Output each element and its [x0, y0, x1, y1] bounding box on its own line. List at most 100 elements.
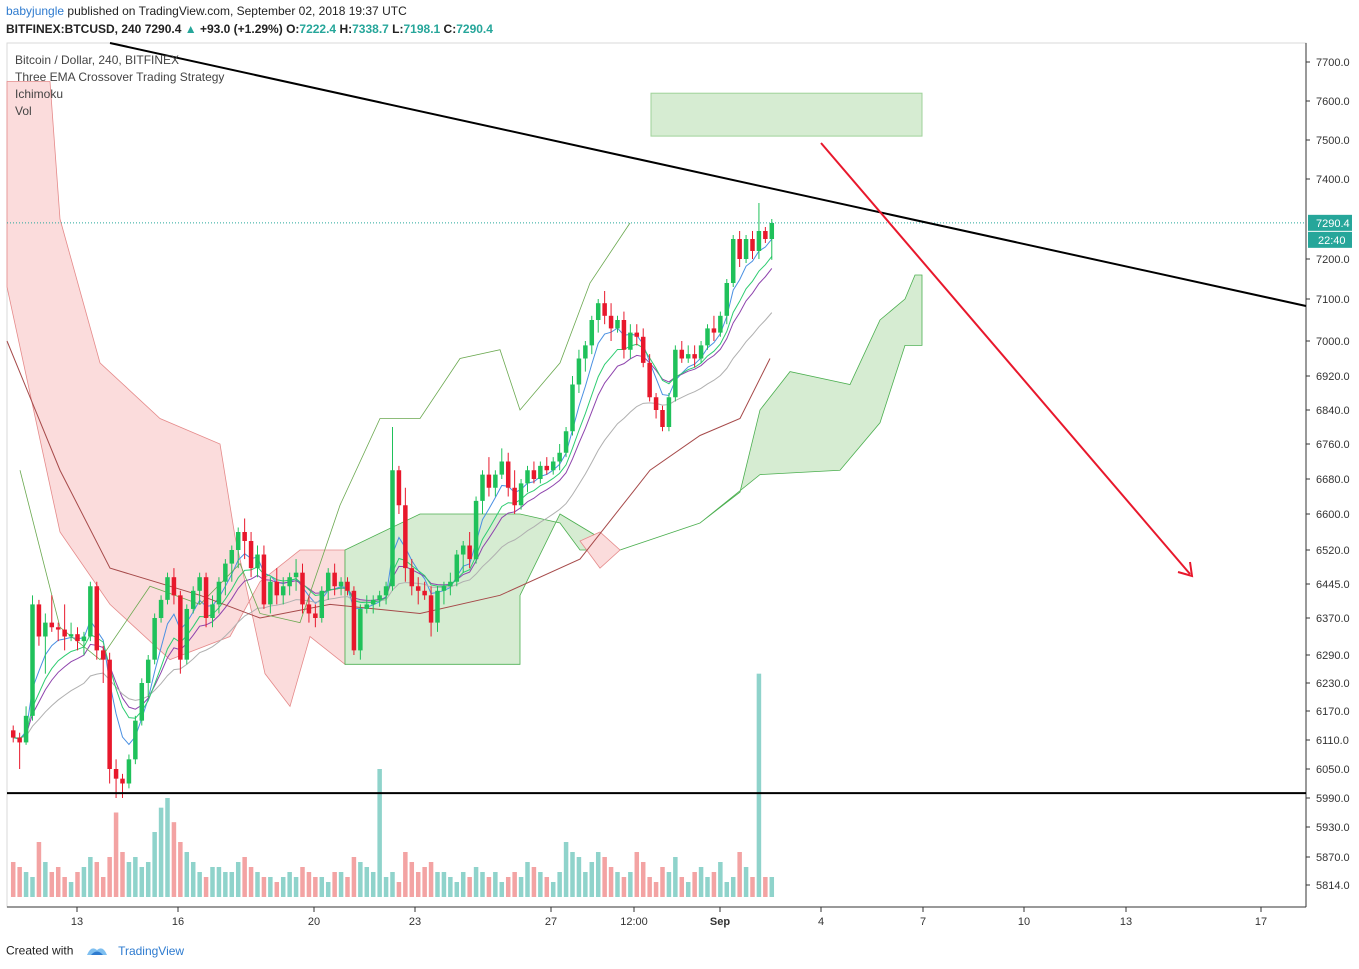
price-tick-label: 7400.0	[1316, 174, 1350, 186]
price-axis[interactable]: 7700.0 7600.0 7500.0 7400.0 7290.4 22:40 7200.…	[1306, 57, 1352, 892]
candle-body	[332, 572, 337, 587]
candle-body	[75, 634, 80, 642]
volume-bar	[750, 877, 755, 897]
candle-body	[190, 590, 196, 609]
candle-body	[158, 599, 164, 618]
candle-body	[718, 315, 723, 333]
candle-body	[538, 465, 543, 479]
price-tick-label: 7200.0	[1316, 254, 1350, 266]
volume-bar	[190, 862, 196, 897]
volume-bar	[544, 877, 550, 897]
candle-body	[486, 474, 492, 488]
candle-body	[313, 613, 318, 618]
up-arrow-icon: ▲	[184, 22, 197, 36]
candle-body	[743, 239, 749, 259]
volume-bar	[10, 862, 16, 897]
candle-body	[145, 659, 151, 683]
candle-body	[415, 586, 421, 591]
volume-bar	[197, 872, 202, 897]
volume-bar	[499, 882, 505, 897]
ichimoku-cloud	[6, 81, 923, 708]
volume-bar	[698, 867, 704, 897]
projection-arrow[interactable]	[820, 142, 1191, 575]
candle-body	[287, 577, 292, 587]
volume-bar	[441, 872, 447, 897]
volume-bar	[242, 857, 247, 897]
time-tick-label: 13	[71, 916, 83, 928]
candle-body	[467, 545, 472, 560]
symbol-label: BITFINEX:BTCUSD, 240	[6, 22, 142, 36]
candle-body	[139, 683, 145, 721]
candlesticks	[10, 203, 775, 798]
legend-volume: Vol	[15, 104, 32, 118]
volume-bar	[68, 882, 74, 897]
candle-body	[223, 563, 228, 582]
candle-body	[88, 586, 93, 637]
volume-bar	[615, 872, 620, 897]
volume-bar	[653, 882, 659, 897]
volume-bar	[36, 842, 42, 897]
candle-body	[666, 397, 672, 427]
price-tick-label: 5930.0	[1316, 822, 1350, 834]
time-tick-label: 16	[172, 916, 184, 928]
candle-body	[152, 618, 157, 660]
countdown-label: 22:40	[1318, 235, 1346, 247]
candle-body	[576, 358, 582, 385]
candle-body	[570, 384, 575, 432]
footer: Created with TradingView	[6, 943, 184, 960]
volume-bar	[370, 872, 376, 897]
candle-body	[113, 769, 119, 779]
target-zone[interactable]	[650, 92, 923, 137]
candle-body	[126, 759, 132, 784]
volume-bar	[113, 812, 119, 897]
candle-body	[493, 474, 498, 488]
descending-trendline[interactable]	[109, 42, 1307, 307]
candle-body	[518, 483, 524, 506]
candle-body	[428, 595, 434, 623]
volume-bar	[428, 862, 434, 897]
author-link[interactable]: babyjungle	[6, 4, 65, 18]
price-change: +93.0 (+1.29%)	[199, 22, 283, 36]
candle-body	[640, 336, 646, 363]
candle-body	[711, 328, 717, 333]
price-tick-label: 7500.0	[1316, 135, 1350, 147]
time-tick-label: 23	[409, 916, 421, 928]
time-axis[interactable]: 13 16 20 23 27 12:00 Sep 4 7 10 13 17	[71, 907, 1267, 928]
volume-bar	[338, 872, 344, 897]
candle-body	[383, 586, 389, 596]
volume-bar	[300, 867, 305, 897]
chikou-line	[19, 222, 631, 661]
volume-bar	[287, 872, 292, 897]
candle-body	[345, 581, 350, 591]
candle-body	[377, 595, 382, 600]
candle-body	[750, 239, 755, 251]
volume-bar	[602, 857, 607, 897]
volume-bar	[685, 882, 691, 897]
candle-body	[81, 636, 87, 642]
candle-body	[43, 622, 48, 637]
candle-body	[133, 720, 138, 760]
candle-body	[370, 599, 376, 605]
volume-bar	[255, 872, 260, 897]
legend-strategy: Three EMA Crossover Trading Strategy	[15, 70, 224, 84]
time-tick-label: 12:00	[620, 916, 648, 928]
tradingview-link[interactable]: TradingView	[118, 943, 185, 958]
volume-bar	[403, 852, 408, 897]
volume-bar	[737, 852, 742, 897]
volume-bar	[223, 872, 228, 897]
candle-body	[184, 608, 190, 660]
volume-bar	[473, 867, 479, 897]
volume-bar	[390, 872, 395, 897]
candle-body	[737, 239, 742, 259]
time-tick-label: 20	[308, 916, 320, 928]
candle-body	[100, 650, 106, 660]
candle-body	[242, 532, 247, 541]
volume-bar	[184, 852, 190, 897]
volume-bar	[595, 852, 601, 897]
price-tick-label: 7100.0	[1316, 294, 1350, 306]
volume-bar	[563, 842, 569, 897]
volume-bar	[203, 877, 209, 897]
time-tick-label: 13	[1120, 916, 1132, 928]
time-tick-label: 4	[818, 916, 824, 928]
